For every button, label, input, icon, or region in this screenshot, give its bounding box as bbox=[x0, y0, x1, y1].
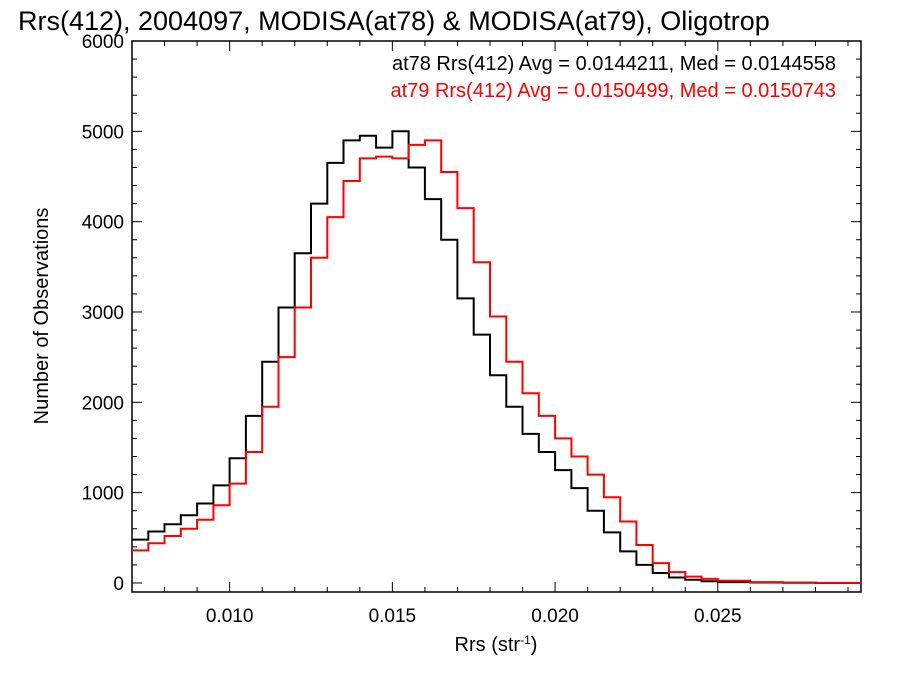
y-axis-label: Number of Observations bbox=[31, 208, 53, 425]
y-tick-label: 2000 bbox=[82, 393, 124, 414]
x-axis-label: Rrs (str-1) bbox=[455, 633, 538, 656]
series-line-at79 bbox=[132, 139, 862, 584]
y-tick-label: 4000 bbox=[82, 213, 124, 234]
x-axis: 0.010 0.015 0.020 0.025 bbox=[131, 41, 849, 627]
y-tick-label: 6000 bbox=[82, 32, 124, 53]
plot-frame bbox=[131, 40, 862, 593]
chart-title: Rrs(412), 2004097, MODISA(at78) & MODISA… bbox=[18, 6, 770, 36]
y-axis: 0 1000 2000 3000 4000 5000 6000 bbox=[82, 32, 861, 595]
x-tick-label: 0.020 bbox=[531, 606, 579, 627]
x-tick-label: 0.015 bbox=[369, 606, 417, 627]
y-tick-label: 1000 bbox=[82, 484, 124, 505]
x-axis-label-text: Rrs (str bbox=[455, 634, 521, 656]
x-axis-label-superscript: -1 bbox=[520, 633, 531, 647]
y-tick-label: 3000 bbox=[82, 303, 124, 324]
y-tick-label: 0 bbox=[113, 574, 124, 595]
legend-entry-at78: at78 Rrs(412) Avg = 0.0144211, Med = 0.0… bbox=[392, 53, 836, 75]
y-tick-label: 5000 bbox=[82, 122, 124, 143]
x-tick-label: 0.025 bbox=[694, 606, 742, 627]
x-tick-label: 0.010 bbox=[206, 606, 254, 627]
series-layer bbox=[132, 130, 862, 584]
series-line-at78 bbox=[132, 130, 861, 584]
x-axis-label-close: ) bbox=[531, 634, 538, 656]
legend-entry-at79: at79 Rrs(412) Avg = 0.0150499, Med = 0.0… bbox=[390, 80, 836, 102]
